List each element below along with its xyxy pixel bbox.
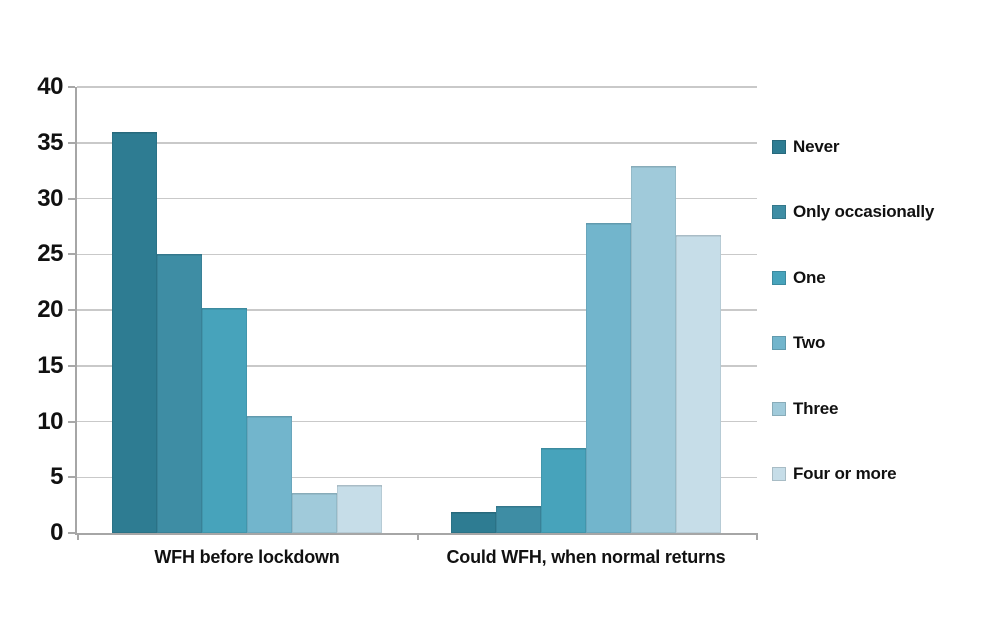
bar-2-two — [586, 223, 631, 533]
y-tick-label-20: 20 — [37, 296, 63, 323]
legend-item-only-occasionally: Only occasionally — [772, 198, 934, 226]
y-tick-35 — [68, 141, 75, 144]
y-tick-15 — [68, 364, 75, 367]
gridline-35 — [77, 142, 757, 144]
plot-area: 0 5 10 15 20 25 30 35 40 WFH before lockdown Cou… — [37, 73, 758, 567]
gridline-15 — [77, 365, 757, 367]
x-axis-tick-3 — [756, 533, 758, 540]
legend-swatch-icon — [772, 401, 786, 416]
legend-swatch-icon — [772, 140, 786, 154]
y-tick-label-25: 25 — [37, 240, 63, 268]
bar-2-one — [541, 448, 586, 533]
y-tick-label-5: 5 — [50, 463, 63, 491]
gridline-10 — [77, 420, 757, 423]
legend-swatch-icon — [772, 270, 786, 285]
y-tick-0 — [68, 532, 75, 534]
bar-1-never — [112, 131, 157, 533]
bar-2-only-occasionally — [496, 506, 541, 533]
bar-1-one — [202, 307, 247, 533]
y-tick-label-10: 10 — [37, 407, 63, 435]
legend-swatch-icon — [772, 467, 786, 481]
legend-item-one: One — [772, 264, 826, 292]
y-tick-40 — [68, 86, 75, 88]
bar-1-only-occasionally — [157, 254, 202, 533]
legend-item-two: Two — [772, 329, 825, 357]
gridline-30 — [77, 197, 757, 200]
bar-1-four-or-more — [337, 485, 382, 533]
y-tick-10 — [68, 420, 75, 423]
legend-label: Four or more — [793, 464, 897, 483]
legend-swatch-icon — [772, 336, 786, 351]
legend-label: Two — [793, 333, 826, 353]
legend-item-four-or-more: Four or more — [772, 460, 897, 488]
x-category-label-2: Could WFH, when normal returns — [446, 547, 726, 567]
gridline-25 — [77, 253, 757, 255]
y-tick-label-0: 0 — [50, 519, 63, 546]
y-tick-label-35: 35 — [37, 128, 63, 156]
y-tick-20 — [68, 309, 75, 311]
y-tick-label-15: 15 — [37, 351, 63, 379]
y-tick-25 — [68, 253, 75, 256]
x-axis-tick-2 — [417, 533, 419, 540]
x-category-label-1: WFH before lockdown — [154, 547, 340, 567]
y-tick-label-40: 40 — [37, 73, 63, 100]
legend-label: One — [793, 267, 826, 287]
y-tick-30 — [68, 197, 75, 200]
gridline-40 — [77, 86, 757, 88]
legend-swatch-icon — [772, 205, 786, 220]
x-axis-tick-1 — [77, 533, 79, 540]
bar-2-three — [631, 166, 676, 533]
gridline-20 — [77, 309, 757, 311]
legend-item-never: Never — [772, 133, 839, 161]
legend-label: Only occasionally — [793, 202, 935, 222]
bar-2-four-or-more — [676, 235, 721, 533]
bar-1-three — [292, 492, 337, 533]
legend-item-three: Three — [772, 395, 838, 423]
bar-2-never — [451, 511, 496, 533]
y-tick-5 — [68, 476, 75, 479]
gridline-5 — [77, 476, 757, 478]
legend-label: Three — [793, 398, 839, 418]
y-tick-label-30: 30 — [37, 184, 63, 212]
legend-label: Never — [793, 137, 840, 156]
bar-1-two — [247, 415, 292, 533]
